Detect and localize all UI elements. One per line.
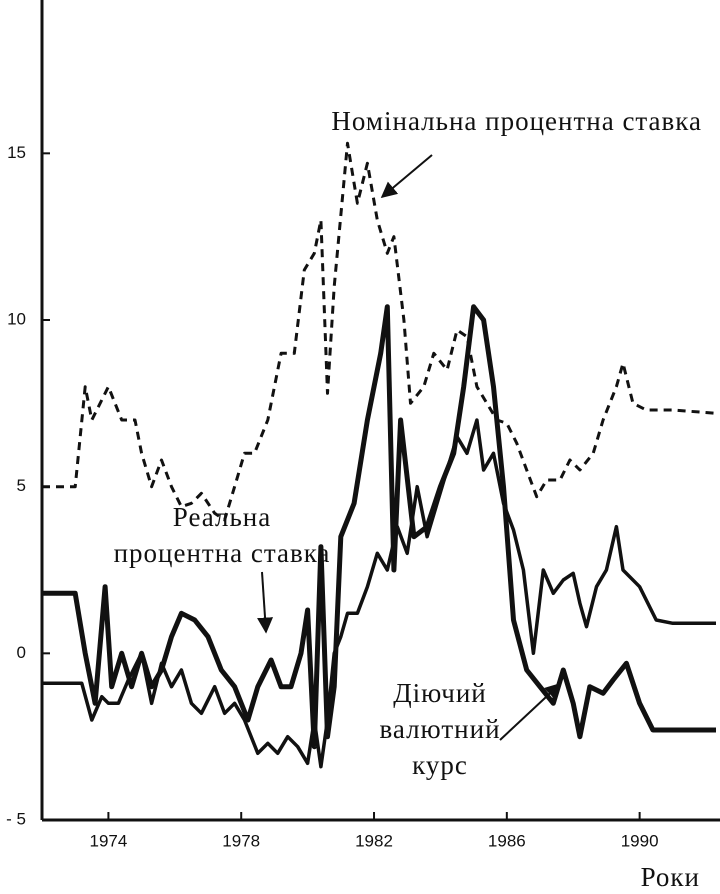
arrow — [380, 154, 433, 199]
series-line — [42, 141, 717, 522]
arrow — [257, 571, 274, 634]
annotation: Номінальна процентна ставка — [331, 106, 702, 136]
x-tick-label: 1986 — [488, 831, 526, 850]
y-tick-label: - 5 — [6, 809, 26, 828]
y-tick-label: 15 — [7, 143, 26, 162]
annotation: валютний — [379, 714, 500, 744]
series-line — [42, 418, 716, 769]
y-tick-label: 0 — [17, 643, 26, 662]
x-tick-label: 1974 — [89, 831, 127, 850]
annotation: процентна ставка — [114, 538, 331, 568]
x-tick-label: 1978 — [222, 831, 260, 850]
annotation: Діючий — [393, 678, 487, 708]
series-line — [42, 304, 716, 750]
y-tick-label: 5 — [17, 476, 26, 495]
annotation: Реальна — [173, 502, 271, 532]
arrow — [499, 682, 562, 741]
annotation: курс — [412, 750, 468, 780]
x-axis-label: Роки — [641, 862, 700, 892]
x-tick-label: 1990 — [621, 831, 659, 850]
x-tick-label: 1982 — [355, 831, 393, 850]
y-tick-label: 10 — [7, 309, 26, 328]
